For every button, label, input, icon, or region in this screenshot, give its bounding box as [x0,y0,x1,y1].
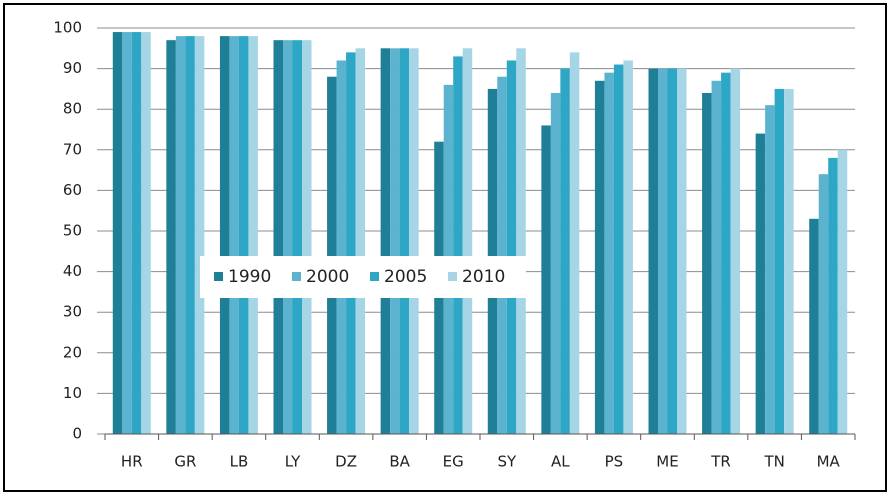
bar [390,48,400,435]
bar [453,56,463,435]
bar [175,36,186,435]
bar [604,72,614,434]
bar [283,40,293,435]
bar [248,36,258,435]
bar [185,36,195,435]
bar [273,40,283,435]
bar [818,174,829,434]
x-tick-label: TN [763,453,784,471]
bar [355,48,366,435]
x-tick-label: AL [551,453,570,471]
legend-label: 2005 [384,267,427,287]
bar [730,68,741,434]
bar [569,52,580,435]
x-tick-label: TR [710,453,731,471]
bar [658,68,668,434]
bar [336,60,347,434]
bar [497,76,507,434]
x-tick-label: DZ [335,453,357,471]
bar [346,52,356,435]
bar [711,80,722,434]
legend-swatch [292,272,301,281]
x-tick-label: GR [174,453,196,471]
legend-box [200,256,526,298]
x-tick-label: BA [389,453,410,471]
bar [302,40,312,435]
y-tick-label: 10 [63,384,82,402]
bar [506,60,517,434]
bar [541,125,551,434]
legend-label: 2010 [462,267,505,287]
x-tick-label: SY [497,453,517,471]
bar [784,88,794,435]
bar [516,48,526,435]
bar [399,48,410,435]
bar [112,32,123,435]
legend: 1990 2000 2005 2010 [200,256,526,298]
x-tick-label: LB [230,453,249,471]
x-tick-label: MA [817,453,841,471]
y-tick-label: 40 [63,262,82,280]
y-tick-label: 90 [63,59,82,77]
bar [194,36,205,435]
y-tick-label: 30 [63,303,82,321]
bar [560,68,570,434]
bar [828,157,838,435]
bar [623,60,633,434]
legend-swatch [214,272,223,281]
bar [702,92,712,435]
bar [550,92,561,435]
x-tick-label: HR [121,453,143,471]
x-tick-label: EG [443,453,464,471]
bar [721,72,731,434]
bar [462,48,473,435]
legend-swatch [448,272,457,281]
bar [648,68,658,434]
bar [122,32,132,435]
y-tick-label: 70 [63,140,82,158]
y-tick-label: 100 [53,19,82,37]
x-tick-label: ME [656,453,678,471]
legend-swatch [370,272,379,281]
bar [837,149,848,435]
bar [131,32,142,435]
bar [238,36,249,435]
bar [219,36,230,435]
bar [409,48,419,435]
y-tick-label: 50 [63,222,82,240]
x-tick-label: PS [605,453,624,471]
bar [809,218,819,434]
y-tick-label: 60 [63,181,82,199]
bar [677,68,687,434]
bar [613,64,624,434]
bar [327,76,337,434]
legend-label: 1990 [228,267,271,287]
bar [166,40,176,435]
bar [765,105,775,434]
y-tick-label: 20 [63,343,82,361]
bar [141,32,151,435]
x-tick-label: LY [285,453,301,471]
y-tick-label: 80 [63,100,82,118]
bar [667,68,677,434]
bar [292,40,302,435]
bar [594,80,605,434]
bar [229,36,239,435]
y-tick-label: 0 [72,425,82,443]
legend-label: 2000 [306,267,349,287]
bar [380,48,391,435]
bar [755,133,766,434]
bar [774,88,785,435]
